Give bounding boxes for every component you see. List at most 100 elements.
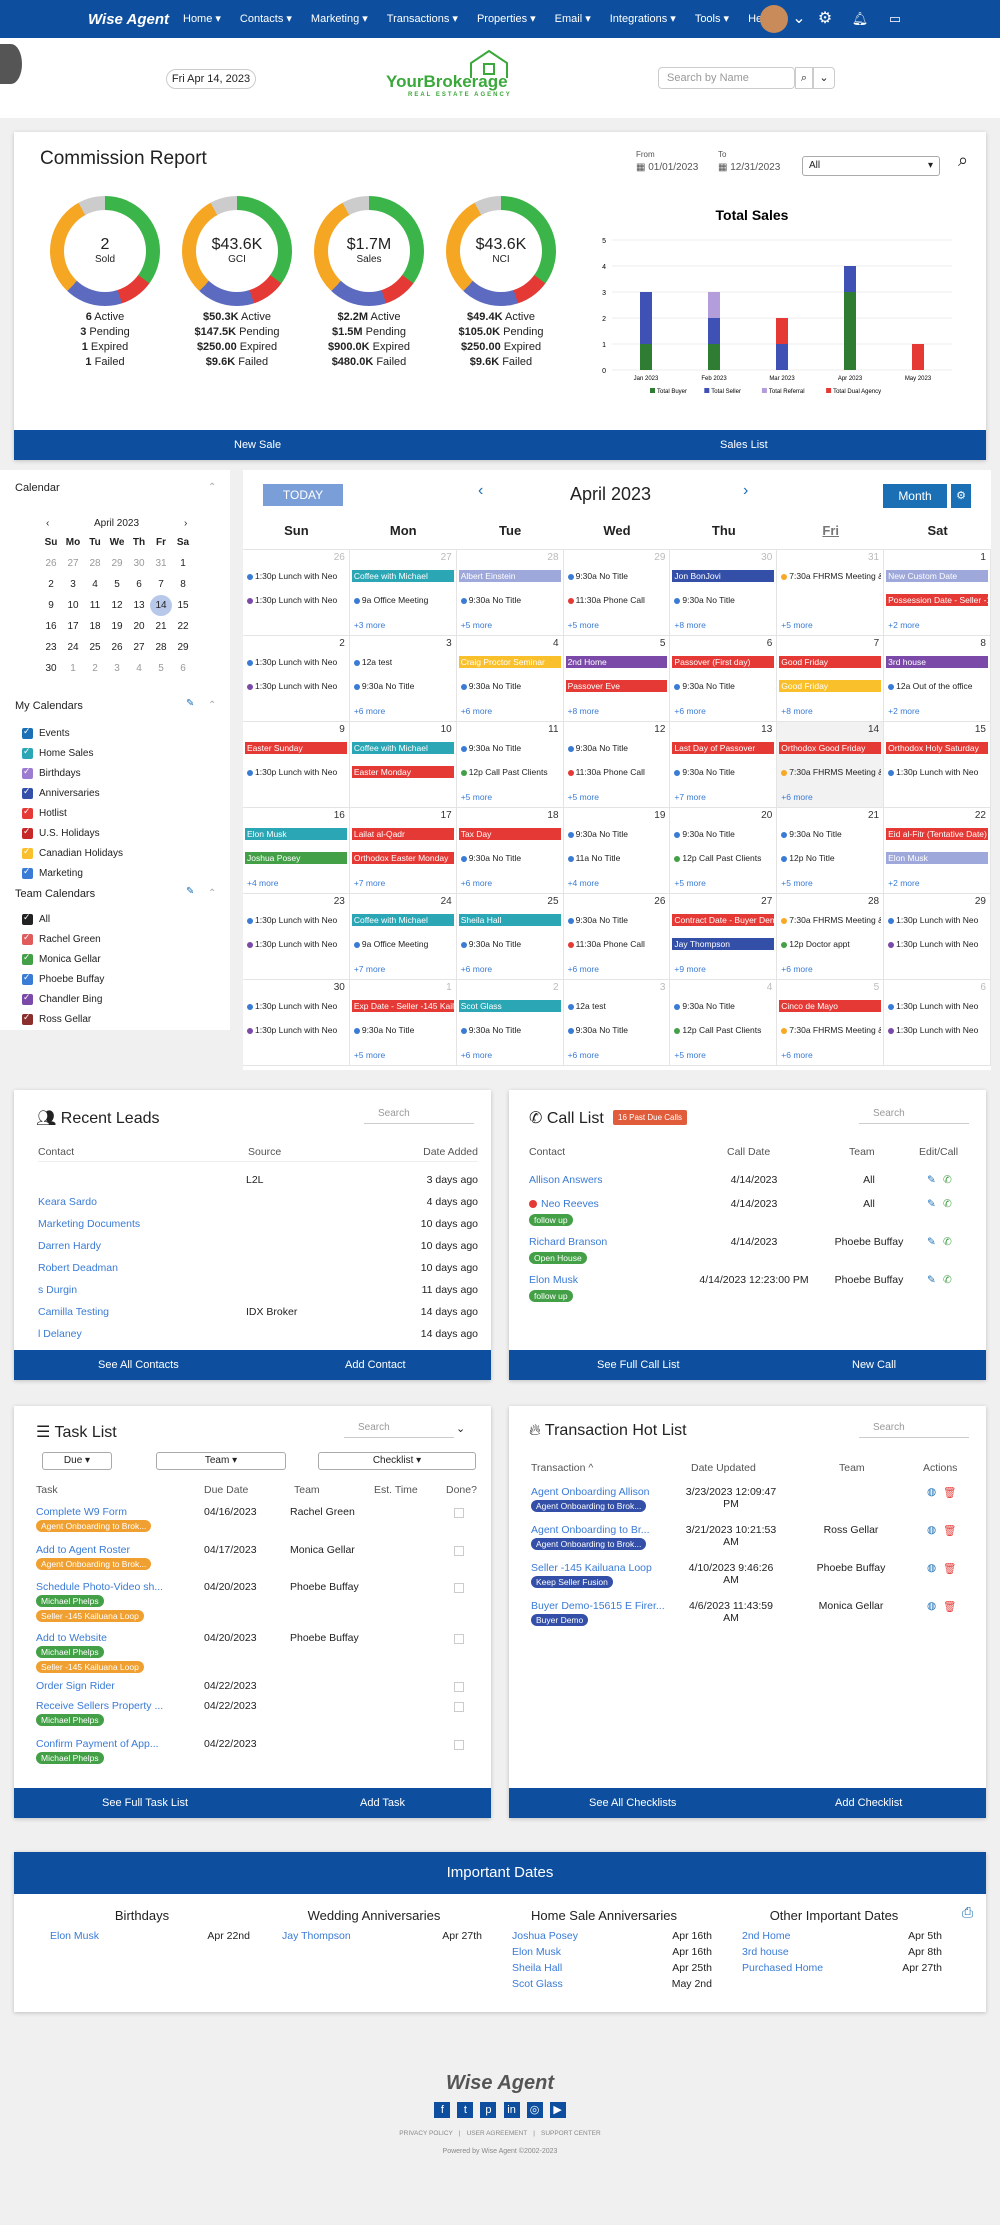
calendar-event[interactable]: 1:30p Lunch with Neo: [245, 680, 347, 692]
mini-prev-icon[interactable]: ‹: [46, 518, 50, 529]
calendar-event[interactable]: New Custom Date: [886, 570, 988, 582]
calendar-event[interactable]: Albert Einstein: [458, 570, 561, 582]
next-month-icon[interactable]: ›: [743, 482, 749, 499]
mini-day[interactable]: 1: [180, 558, 186, 569]
table-row[interactable]: Marketing Documents 10 days ago: [38, 1218, 478, 1234]
wise-agent-logo[interactable]: Wise Agent: [88, 11, 169, 28]
see-all-checklists-button[interactable]: See All Checklists: [589, 1797, 677, 1809]
pinterest-icon[interactable]: p: [480, 2102, 497, 2118]
calendar-event[interactable]: 2nd Home: [565, 656, 668, 668]
mini-day[interactable]: 29: [111, 558, 123, 569]
task-name[interactable]: Complete W9 Form: [36, 1506, 128, 1518]
mini-day[interactable]: 2: [48, 579, 54, 590]
table-row[interactable]: Darren Hardy 10 days ago: [38, 1240, 478, 1256]
checkbox-icon[interactable]: [22, 766, 33, 779]
table-row[interactable]: Keara Sardo 4 days ago: [38, 1196, 478, 1212]
bar-total-dual-agency[interactable]: [912, 344, 924, 370]
calendar-event[interactable]: 7:30a FHRMS Meeting & Tour: [779, 766, 881, 778]
checkbox-icon[interactable]: [22, 866, 33, 879]
more-events-link[interactable]: +6 more: [353, 706, 386, 716]
task-name[interactable]: Add to Website: [36, 1632, 108, 1644]
calendar-event[interactable]: 11:30a Phone Call: [566, 938, 668, 950]
edit-icon[interactable]: ✎: [927, 1274, 936, 1286]
calendar-event[interactable]: 9:30a No Title: [672, 766, 774, 778]
call-contact[interactable]: Richard Branson: [529, 1236, 608, 1248]
legend-label[interactable]: Total Dual Agency: [833, 389, 881, 395]
calendar-event[interactable]: 12p Doctor appt: [779, 938, 881, 950]
mini-day[interactable]: 31: [155, 558, 167, 569]
more-events-link[interactable]: +5 more: [674, 1050, 706, 1060]
bar-total-seller[interactable]: [708, 318, 720, 344]
calendar-event[interactable]: 9a Office Meeting: [352, 594, 454, 606]
commission-filter-select[interactable]: All ▾: [802, 156, 940, 176]
calendar-event[interactable]: 12p No Title: [779, 852, 881, 864]
calendar-toggle[interactable]: Ross Gellar: [22, 1012, 222, 1034]
mini-day[interactable]: 8: [180, 579, 186, 590]
lead-name[interactable]: l Delaney: [38, 1328, 82, 1340]
checkbox-icon[interactable]: [22, 912, 33, 925]
calendar-event[interactable]: Scot Glass: [458, 1000, 561, 1012]
more-events-link[interactable]: +5 more: [353, 1050, 386, 1060]
calendar-event[interactable]: Good Friday: [779, 656, 882, 668]
more-events-link[interactable]: +5 more: [567, 620, 599, 630]
day-cell[interactable]: 4 Craig Proctor Seminar 9:30a No Title +6 m…: [456, 636, 564, 722]
calendar-event[interactable]: 9:30a No Title: [672, 828, 774, 840]
more-events-link[interactable]: +2 more: [888, 620, 920, 630]
calls-search-input[interactable]: Search: [859, 1108, 969, 1124]
mini-day[interactable]: 30: [133, 558, 145, 569]
calendar-toggle[interactable]: Chandler Bing: [22, 992, 222, 1014]
edit-icon[interactable]: ✎: [927, 1236, 936, 1248]
trash-icon[interactable]: 🗑︎: [943, 1525, 957, 1537]
new-call-button[interactable]: New Call: [852, 1359, 897, 1371]
calendar-event[interactable]: Last Day of Passover: [672, 742, 775, 754]
mini-day[interactable]: 5: [158, 663, 164, 674]
calendar-event[interactable]: 1:30p Lunch with Neo: [886, 1000, 988, 1012]
hot-search-input[interactable]: Search: [859, 1422, 969, 1438]
nav-menu-item[interactable]: Marketing ▾: [310, 13, 368, 25]
nav-menu-item[interactable]: Properties ▾: [476, 13, 536, 25]
task-filter-select[interactable]: Due ▾: [42, 1452, 112, 1470]
day-cell[interactable]: 6 Passover (First day) 9:30a No Title +6 mo…: [670, 636, 778, 722]
call-contact[interactable]: Allison Answers: [529, 1174, 603, 1186]
important-name[interactable]: 2nd Home: [742, 1930, 791, 1942]
mini-next-icon[interactable]: ›: [184, 518, 188, 529]
calendar-toggle[interactable]: Marketing: [22, 866, 222, 882]
more-events-link[interactable]: +8 more: [567, 706, 599, 716]
see-all-contacts-button[interactable]: See All Contacts: [98, 1359, 179, 1371]
more-events-link[interactable]: +5 more: [460, 620, 493, 630]
done-checkbox[interactable]: [454, 1682, 464, 1692]
more-events-link[interactable]: +2 more: [888, 878, 920, 888]
calendar-event[interactable]: 12a test: [566, 1000, 668, 1012]
task-name[interactable]: Add to Agent Roster: [36, 1544, 130, 1556]
day-cell[interactable]: 2 Scot Glass 9:30a No Title +6 more: [456, 980, 564, 1066]
mini-day[interactable]: 7: [158, 579, 164, 590]
checkbox-icon[interactable]: [22, 952, 33, 965]
day-cell[interactable]: 26 9:30a No Title 11:30a Phone Call +6 more: [563, 894, 671, 980]
globe-icon[interactable]: ◍: [927, 1600, 937, 1612]
collapse-icon[interactable]: ⌃: [208, 700, 217, 711]
more-events-link[interactable]: +5 more: [567, 792, 599, 802]
day-cell[interactable]: 27 Coffee with Michael 9a Office Meeting +3…: [349, 550, 457, 636]
more-events-link[interactable]: +6 more: [781, 964, 813, 974]
table-row[interactable]: l Delaney 14 days ago: [38, 1328, 478, 1344]
calendar-event[interactable]: 7:30a FHRMS Meeting & Tour: [779, 570, 881, 582]
more-events-link[interactable]: +5 more: [781, 878, 813, 888]
done-checkbox[interactable]: [454, 1508, 464, 1518]
calendar-event[interactable]: Jon BonJovi: [672, 570, 775, 582]
mini-day[interactable]: 28: [155, 642, 167, 653]
calendar-event[interactable]: 11a No Title: [566, 852, 668, 864]
calendar-event[interactable]: 9a Office Meeting: [352, 938, 454, 950]
calendar-event[interactable]: 3rd house: [886, 656, 988, 668]
bar-total-dual-agency[interactable]: [776, 318, 788, 344]
avatar[interactable]: [760, 5, 788, 33]
mini-day[interactable]: 24: [67, 642, 79, 653]
day-cell[interactable]: 29 1:30p Lunch with Neo 1:30p Lunch with N…: [884, 894, 991, 980]
day-cell[interactable]: 15 Orthodox Holy Saturday 1:30p Lunch with…: [884, 722, 991, 808]
chevron-down-icon[interactable]: ⌄: [813, 67, 835, 89]
calendar-event[interactable]: Sheila Hall: [458, 914, 561, 926]
lead-name[interactable]: Marketing Documents: [38, 1218, 141, 1230]
calendar-event[interactable]: 9:30a No Title: [459, 594, 561, 606]
day-cell[interactable]: 6 1:30p Lunch with Neo 1:30p Lunch with Ne…: [884, 980, 991, 1066]
calendar-event[interactable]: 9:30a No Title: [352, 680, 454, 692]
calendar-event[interactable]: Elon Musk: [886, 852, 988, 864]
